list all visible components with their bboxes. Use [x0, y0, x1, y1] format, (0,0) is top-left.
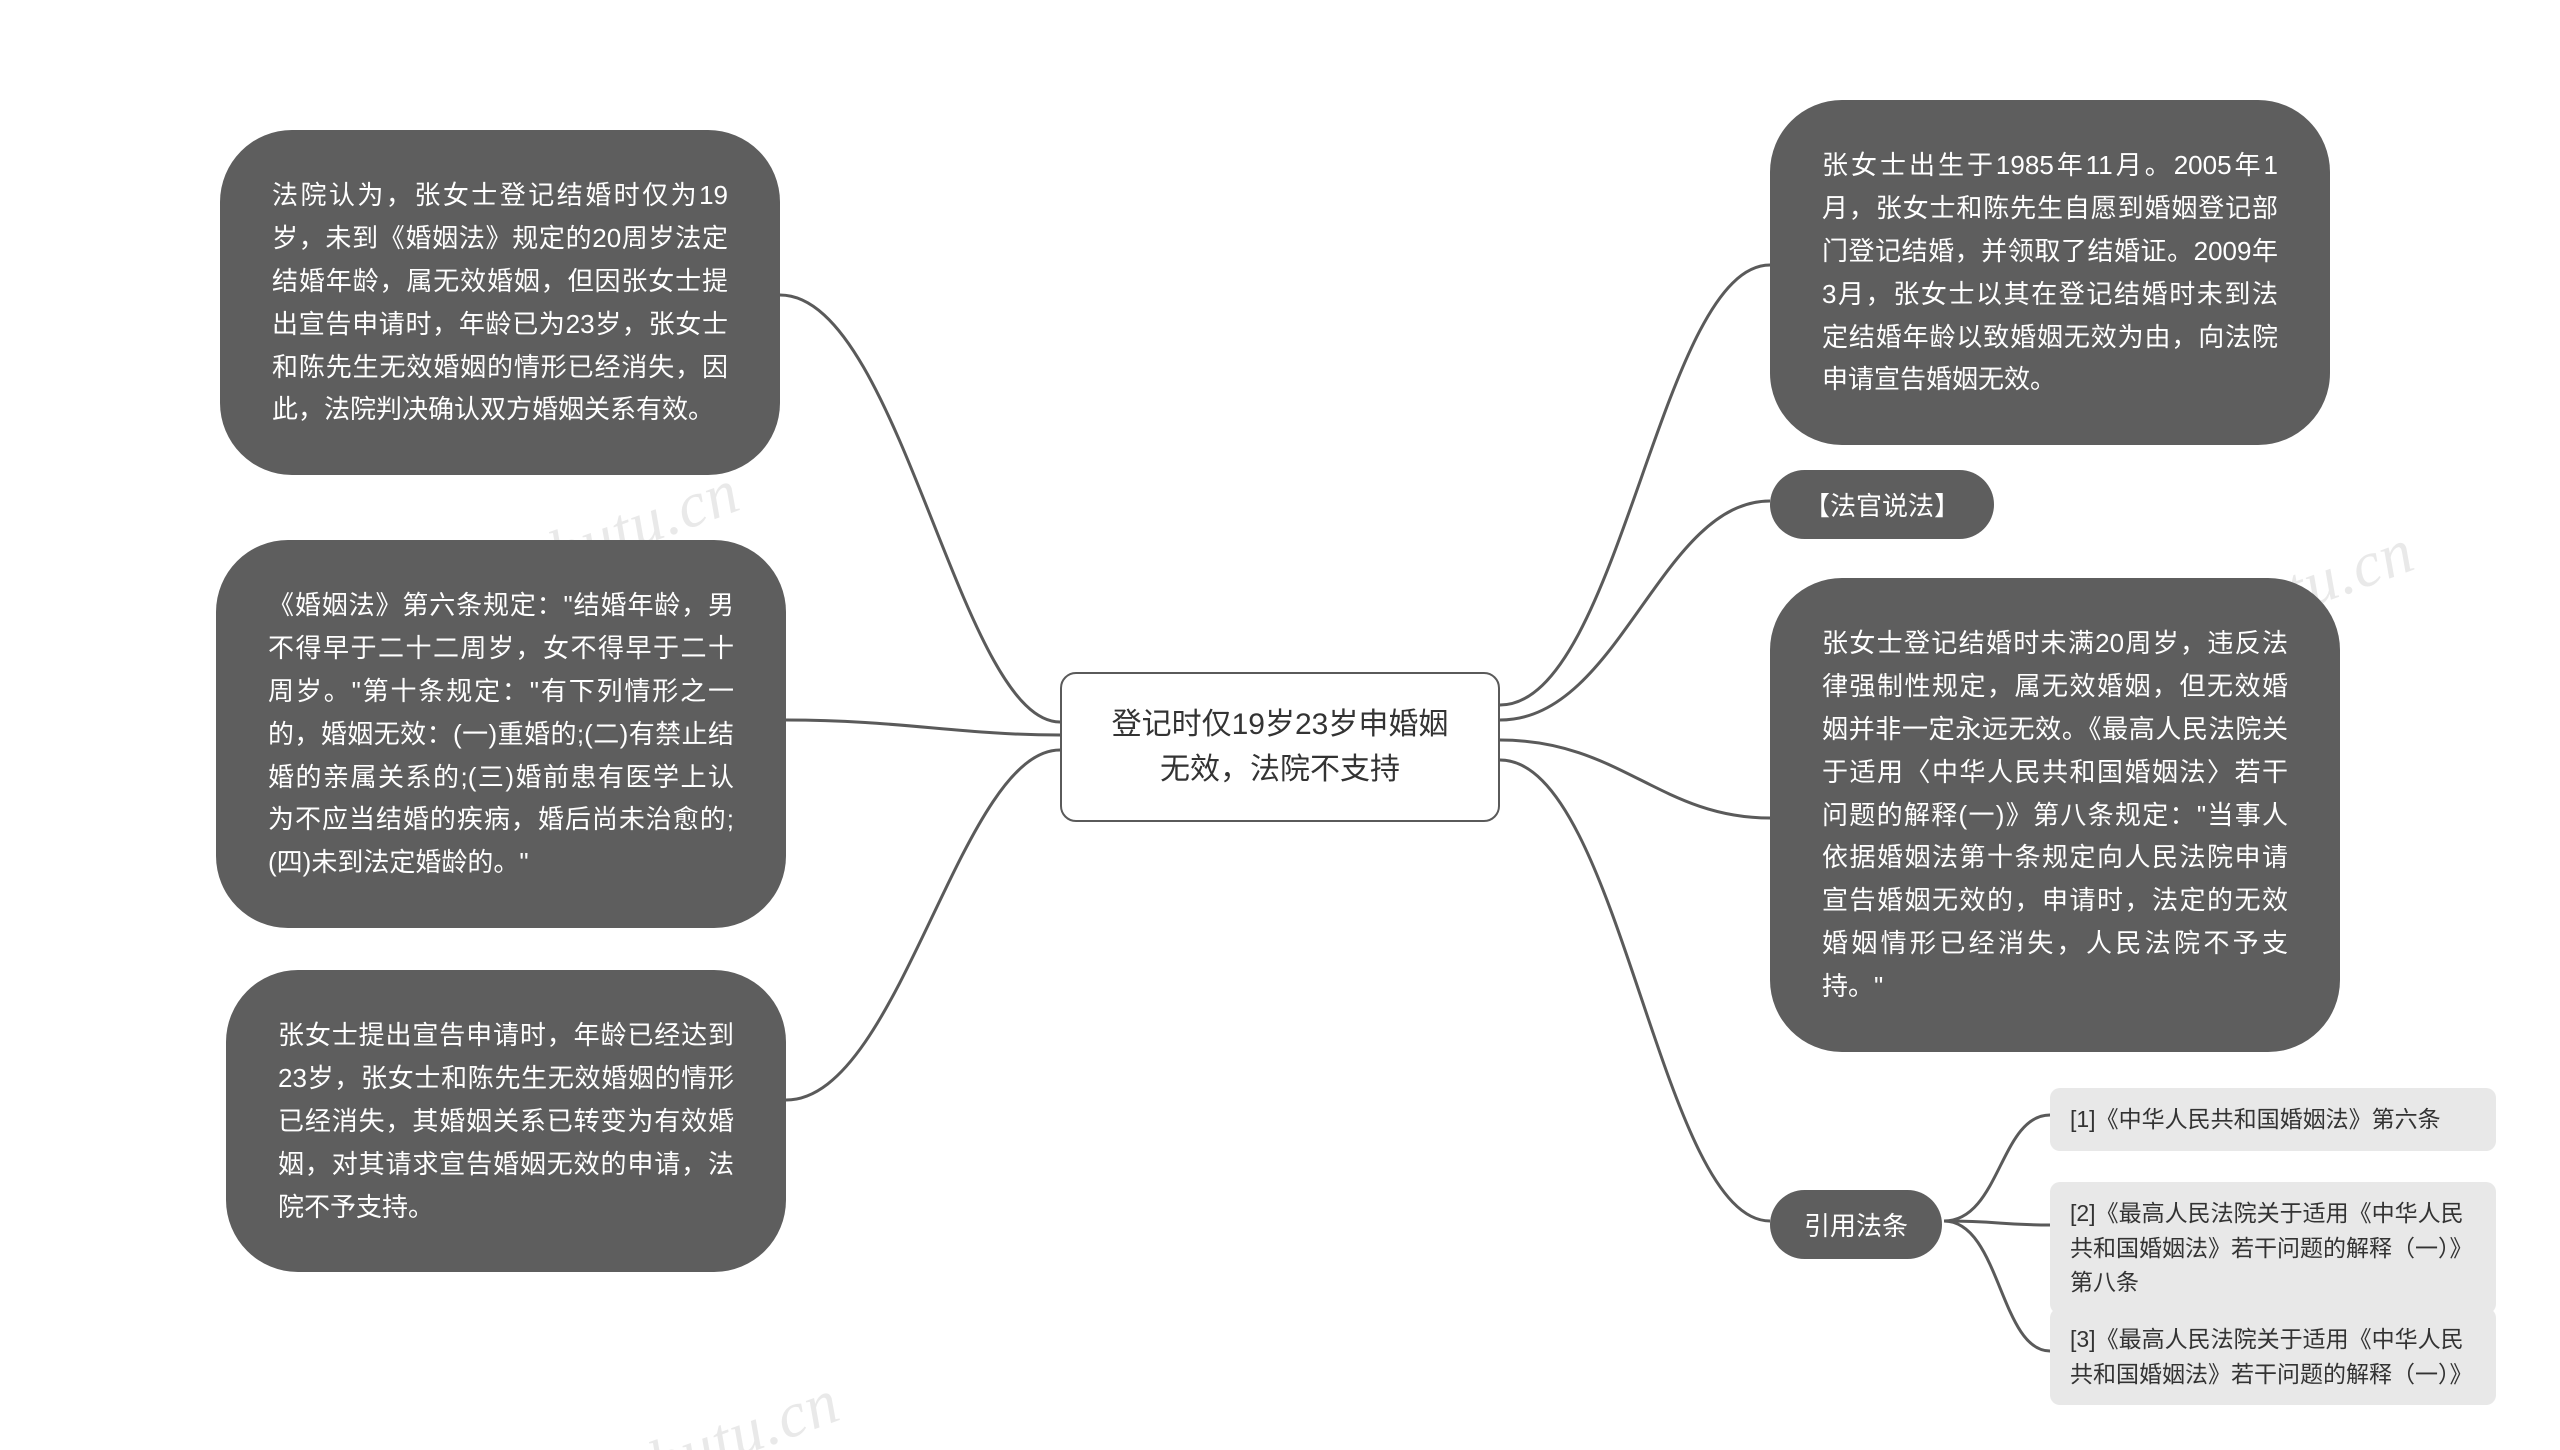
left-node-1: 法院认为，张女士登记结婚时仅为19岁，未到《婚姻法》规定的20周岁法定结婚年龄，… — [220, 130, 780, 475]
ref-item-2-text: [2]《最高人民法院关于适用《中华人民共和国婚姻法》若干问题的解释（一）》第八条 — [2070, 1200, 2473, 1295]
right-node-judge-says: 【法官说法】 — [1770, 470, 1994, 539]
ref-item-2: [2]《最高人民法院关于适用《中华人民共和国婚姻法》若干问题的解释（一）》第八条 — [2050, 1182, 2496, 1314]
mindmap-canvas: shutu.cn shutu.cn 树图 shutu.cn 登记时仅19岁23岁… — [0, 0, 2560, 1450]
center-topic: 登记时仅19岁23岁申婚姻无效，法院不支持 — [1060, 672, 1500, 822]
right-node-judge-says-text: 【法官说法】 — [1804, 491, 1960, 521]
right-node-3: 张女士登记结婚时未满20周岁，违反法律强制性规定，属无效婚姻，但无效婚姻并非一定… — [1770, 578, 2340, 1052]
right-node-citations-text: 引用法条 — [1804, 1211, 1908, 1241]
watermark: shutu.cn — [614, 1364, 849, 1450]
left-node-2: 《婚姻法》第六条规定："结婚年龄，男不得早于二十二周岁，女不得早于二十周岁。"第… — [216, 540, 786, 928]
ref-item-1: [1]《中华人民共和国婚姻法》第六条 — [2050, 1088, 2496, 1151]
left-node-3-text: 张女士提出宣告申请时，年龄已经达到23岁，张女士和陈先生无效婚姻的情形已经消失，… — [278, 1020, 734, 1222]
right-node-3-text: 张女士登记结婚时未满20周岁，违反法律强制性规定，属无效婚姻，但无效婚姻并非一定… — [1822, 628, 2288, 1001]
right-node-1-text: 张女士出生于1985年11月。2005年1月，张女士和陈先生自愿到婚姻登记部门登… — [1822, 150, 2278, 394]
ref-item-3: [3]《最高人民法院关于适用《中华人民共和国婚姻法》若干问题的解释（一）》 — [2050, 1308, 2496, 1405]
left-node-1-text: 法院认为，张女士登记结婚时仅为19岁，未到《婚姻法》规定的20周岁法定结婚年龄，… — [272, 180, 728, 424]
ref-item-3-text: [3]《最高人民法院关于适用《中华人民共和国婚姻法》若干问题的解释（一）》 — [2070, 1326, 2473, 1387]
left-node-2-text: 《婚姻法》第六条规定："结婚年龄，男不得早于二十二周岁，女不得早于二十周岁。"第… — [268, 590, 734, 877]
right-node-citations: 引用法条 — [1770, 1190, 1942, 1259]
left-node-3: 张女士提出宣告申请时，年龄已经达到23岁，张女士和陈先生无效婚姻的情形已经消失，… — [226, 970, 786, 1272]
center-topic-text: 登记时仅19岁23岁申婚姻无效，法院不支持 — [1112, 708, 1449, 786]
right-node-1: 张女士出生于1985年11月。2005年1月，张女士和陈先生自愿到婚姻登记部门登… — [1770, 100, 2330, 445]
ref-item-1-text: [1]《中华人民共和国婚姻法》第六条 — [2070, 1106, 2441, 1132]
